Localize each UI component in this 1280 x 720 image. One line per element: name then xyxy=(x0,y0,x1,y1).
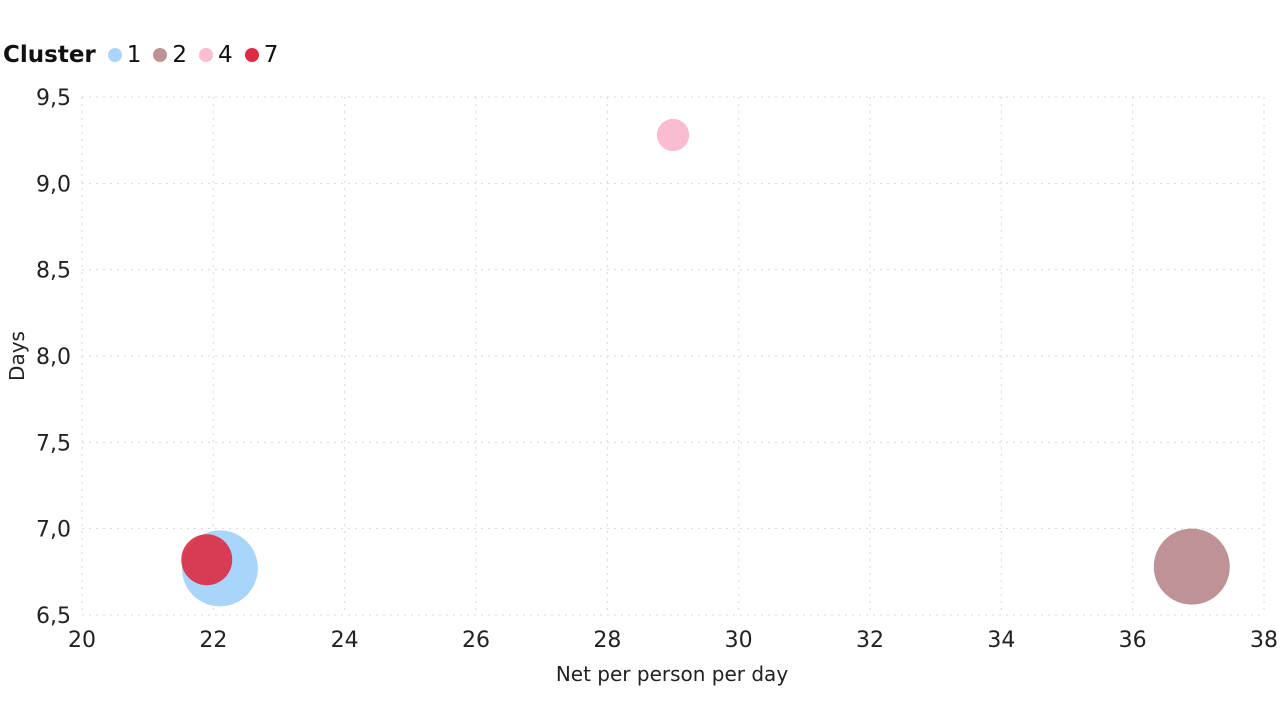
x-axis-title: Net per person per day xyxy=(556,662,788,686)
x-tick-label: 32 xyxy=(856,628,884,653)
y-tick-label: 6,5 xyxy=(36,604,71,629)
x-tick-label: 20 xyxy=(68,628,96,653)
y-tick-label: 8,5 xyxy=(36,259,71,284)
y-tick-label: 9,5 xyxy=(36,86,71,111)
legend-item-7[interactable]: 7 xyxy=(244,42,279,68)
x-tick-label: 30 xyxy=(725,628,753,653)
y-tick-label: 8,0 xyxy=(36,345,71,370)
x-tick-label: 24 xyxy=(331,628,359,653)
x-tick-label: 22 xyxy=(199,628,227,653)
legend-label-7: 7 xyxy=(263,42,279,68)
x-axis-ticks: 20 22 24 26 28 30 32 34 36 38 xyxy=(68,628,1278,653)
legend-label-2: 2 xyxy=(172,42,188,68)
legend-marker-2 xyxy=(153,48,168,62)
legend-label-1: 1 xyxy=(126,42,142,68)
x-tick-label: 38 xyxy=(1250,628,1278,653)
legend-item-1[interactable]: 1 xyxy=(107,42,142,68)
legend-marker-7 xyxy=(244,48,259,62)
x-tick-label: 36 xyxy=(1119,628,1147,653)
bubble-cluster-2[interactable] xyxy=(1153,528,1230,605)
x-tick-label: 34 xyxy=(987,628,1015,653)
legend-marker-1 xyxy=(107,48,122,62)
legend-title: Cluster xyxy=(3,42,96,68)
x-tick-label: 28 xyxy=(593,628,621,653)
legend-label-4: 4 xyxy=(218,42,233,68)
gridlines xyxy=(81,96,1265,616)
x-tick-label: 26 xyxy=(462,628,490,653)
legend-item-2[interactable]: 2 xyxy=(153,42,187,68)
bubble-cluster-7[interactable] xyxy=(181,534,233,586)
bubble-cluster-4[interactable] xyxy=(656,118,690,152)
y-tick-label: 9,0 xyxy=(36,172,71,197)
bubbles xyxy=(181,118,1230,607)
y-tick-label: 7,5 xyxy=(36,431,71,456)
y-axis-title: Days xyxy=(5,331,29,381)
y-axis-ticks: 6,5 7,0 7,5 8,0 8,5 9,0 9,5 xyxy=(36,86,71,629)
legend-marker-4 xyxy=(199,48,214,62)
legend: Cluster 1 2 4 7 xyxy=(3,38,290,72)
legend-item-4[interactable]: 4 xyxy=(199,42,233,68)
y-tick-label: 7,0 xyxy=(36,518,71,543)
